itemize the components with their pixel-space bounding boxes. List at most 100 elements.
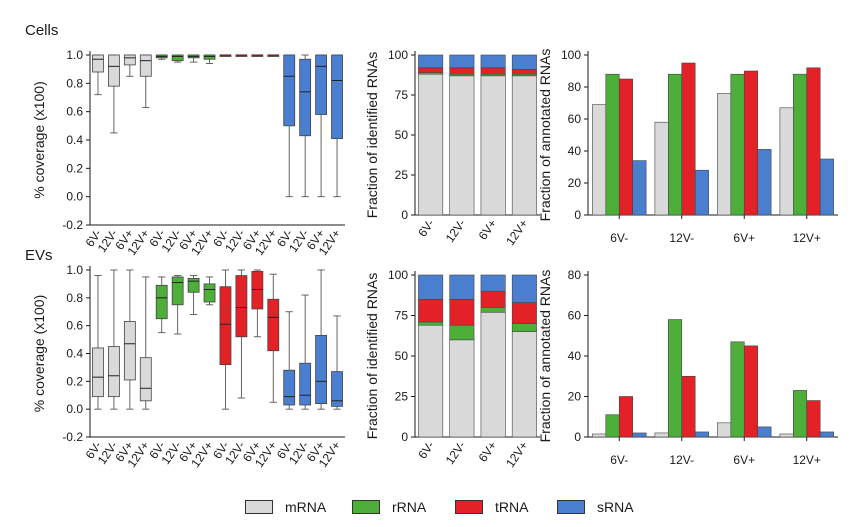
cells-fraction-segment-trna	[511, 69, 537, 75]
cells-coverage-box	[92, 54, 104, 73]
legend-swatch-srna	[557, 500, 585, 514]
evs-annotated-bar-srna	[819, 431, 834, 438]
cells-annotated-bar-trna	[806, 67, 821, 216]
evs-coverage-y-tick-label: 0.4	[66, 347, 83, 361]
cells-annotated-y-tick-label: 0	[574, 208, 581, 222]
cells-fraction-chart: 0 25 50 75 100 Fraction of identified RNAs 6V-…	[364, 48, 540, 248]
cells-coverage-box	[331, 54, 343, 139]
cells-annotated-y-tick-label: 20	[568, 176, 582, 190]
evs-coverage-box	[219, 286, 232, 366]
evs-coverage-box	[171, 276, 184, 306]
evs-annotated-y-tick-label: 80	[568, 268, 582, 282]
cells-annotated-y-axis-label: Fraction of annotated RNAs	[537, 49, 553, 222]
cells-coverage-box	[139, 54, 152, 77]
cells-fraction-segment-mrna	[449, 75, 475, 216]
cells-annotated-bar-trna	[681, 62, 696, 216]
evs-fraction-segment-rrna	[511, 323, 537, 333]
cells-annotated-bar-mrna	[717, 93, 732, 216]
evs-fraction-segment-srna	[418, 274, 444, 300]
evs-coverage-box	[139, 357, 152, 402]
evs-annotated-bar-trna	[743, 345, 758, 438]
cells-annotated-x-tick-label: 12V+	[793, 231, 821, 245]
cells-annotated-bar-rrna	[668, 73, 683, 216]
cells-coverage-box	[203, 54, 216, 60]
evs-annotated-bar-trna	[681, 375, 696, 438]
evs-coverage-box	[155, 284, 168, 320]
evs-fraction-segment-mrna	[449, 339, 475, 438]
cells-coverage-y-tick-label: 0.8	[66, 76, 83, 90]
cells-annotated-y-tick-label: 60	[568, 112, 582, 126]
evs-coverage-chart: -0.20.00.20.40.60.81.0% coverage (x100)6…	[31, 263, 345, 470]
evs-annotated-bar-rrna	[793, 390, 808, 438]
evs-annotated-y-tick-label: 0	[574, 430, 581, 444]
evs-annotated-y-tick-label: 60	[568, 309, 582, 323]
evs-annotated-bar-mrna	[717, 422, 732, 438]
cells-coverage-y-tick-label: 1.0	[66, 48, 83, 62]
evs-fraction-y-tick-label: 0	[401, 430, 408, 444]
evs-coverage-box	[331, 371, 343, 407]
cells-annotated-bar-rrna	[793, 73, 808, 216]
cells-fraction-x-tick-label: 6V+	[476, 217, 500, 243]
evs-annotated-y-tick-label: 40	[568, 349, 582, 363]
cells-annotated-y-tick-label: 80	[568, 80, 582, 94]
cells-annotated-chart: 0 20 40 60 80 100 Fraction of annotated RNAs 6V…	[537, 48, 838, 245]
evs-coverage-y-tick-label: 0.0	[66, 402, 83, 416]
cells-fraction-y-tick-label: 25	[395, 168, 409, 182]
cells-coverage-box	[315, 54, 327, 115]
cells-fraction-x-tick-label: 12V-	[443, 217, 469, 245]
cells-fraction-y-tick-label: 100	[388, 48, 408, 62]
evs-fraction-chart: 0 25 50 75 100 Fraction of identified RNAs 6V-…	[364, 268, 540, 470]
cells-annotated-bar-srna	[632, 160, 647, 216]
evs-annotated-x-tick-label: 6V-	[610, 453, 628, 467]
evs-fraction-y-tick-label: 100	[388, 268, 408, 282]
evs-fraction-segment-trna	[418, 298, 444, 323]
legend-label-mrna: mRNA	[285, 499, 327, 515]
cells-annotated-bar-srna	[757, 149, 772, 216]
evs-coverage-box	[123, 321, 136, 381]
cells-coverage-chart: -0.20.00.20.40.60.81.0% coverage (x100)6…	[31, 48, 345, 258]
cells-fraction-segment-mrna	[511, 75, 537, 216]
evs-annotated-bar-rrna	[668, 319, 683, 438]
evs-coverage-box	[203, 283, 216, 303]
evs-coverage-box	[235, 275, 248, 338]
cells-coverage-box	[123, 54, 136, 66]
cells-annotated-x-tick-label: 6V+	[733, 231, 755, 245]
cells-fraction-segment-trna	[449, 67, 475, 75]
evs-fraction-segment-rrna	[480, 307, 506, 313]
cells-annotated-bar-trna	[743, 70, 758, 216]
evs-annotated-bar-srna	[757, 426, 772, 438]
cells-annotated-bar-rrna	[730, 73, 745, 216]
evs-fraction-y-tick-label: 25	[395, 390, 409, 404]
cells-annotated-bar-mrna	[592, 104, 607, 216]
cells-fraction-segment-trna	[480, 67, 506, 75]
evs-fraction-segment-mrna	[511, 331, 537, 438]
evs-coverage-box	[108, 346, 120, 398]
evs-annotated-bar-srna	[632, 432, 647, 438]
legend-item-trna: tRNA	[455, 495, 528, 519]
cells-fraction-x-tick-label: 12V+	[503, 217, 531, 248]
evs-fraction-y-axis-label: Fraction of identified RNAs	[364, 273, 380, 440]
cells-coverage-y-tick-label: 0.6	[66, 105, 83, 119]
cells-fraction-segment-trna	[418, 67, 444, 73]
evs-annotated-bar-rrna	[730, 341, 745, 438]
evs-fraction-segment-mrna	[418, 324, 444, 438]
evs-fraction-x-tick-label: 12V+	[503, 439, 531, 470]
cells-fraction-segment-srna	[418, 54, 444, 69]
evs-section-title: EVs	[25, 247, 53, 264]
cells-coverage-y-tick-label: -0.2	[62, 218, 83, 232]
evs-coverage-box	[315, 335, 327, 404]
legend-label-srna: sRNA	[597, 499, 634, 515]
evs-coverage-y-tick-label: 1.0	[66, 263, 83, 277]
legend-swatch-mrna	[245, 500, 273, 514]
evs-fraction-segment-trna	[449, 298, 475, 326]
evs-annotated-y-axis-label: Fraction of annotated RNAs	[537, 270, 553, 443]
evs-annotated-bar-trna	[806, 400, 821, 438]
cells-coverage-y-tick-label: 0.0	[66, 190, 83, 204]
evs-coverage-y-tick-label: 0.8	[66, 291, 83, 305]
legend: mRNA rRNA tRNA sRNA	[0, 495, 850, 519]
cells-annotated-bar-srna	[819, 158, 834, 216]
cells-fraction-segment-mrna	[480, 75, 506, 216]
evs-coverage-box	[187, 277, 200, 293]
evs-fraction-segment-rrna	[418, 321, 444, 326]
evs-fraction-segment-srna	[511, 274, 537, 303]
